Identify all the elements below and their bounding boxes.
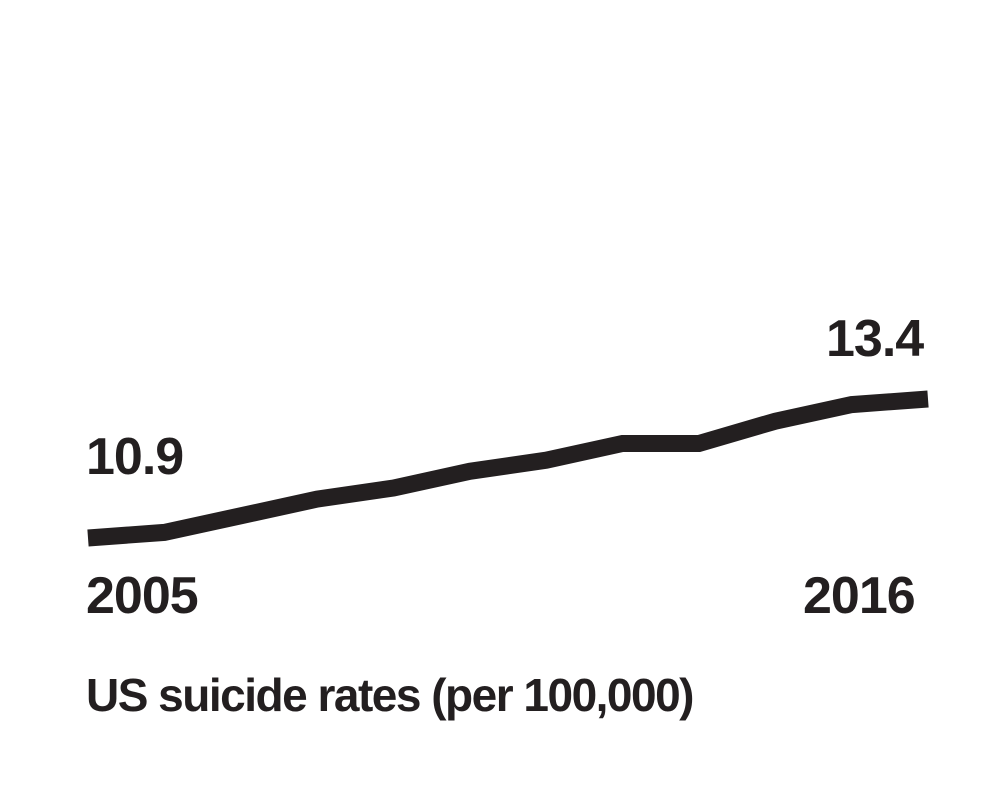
x-tick-label-start: 2005 <box>86 567 199 625</box>
start-value-label: 10.9 <box>86 428 184 486</box>
x-tick-label-end: 2016 <box>803 567 916 625</box>
end-value-label: 13.4 <box>826 310 924 368</box>
chart-title: US suicide rates (per 100,000) <box>86 669 695 721</box>
series-line <box>87 390 929 547</box>
